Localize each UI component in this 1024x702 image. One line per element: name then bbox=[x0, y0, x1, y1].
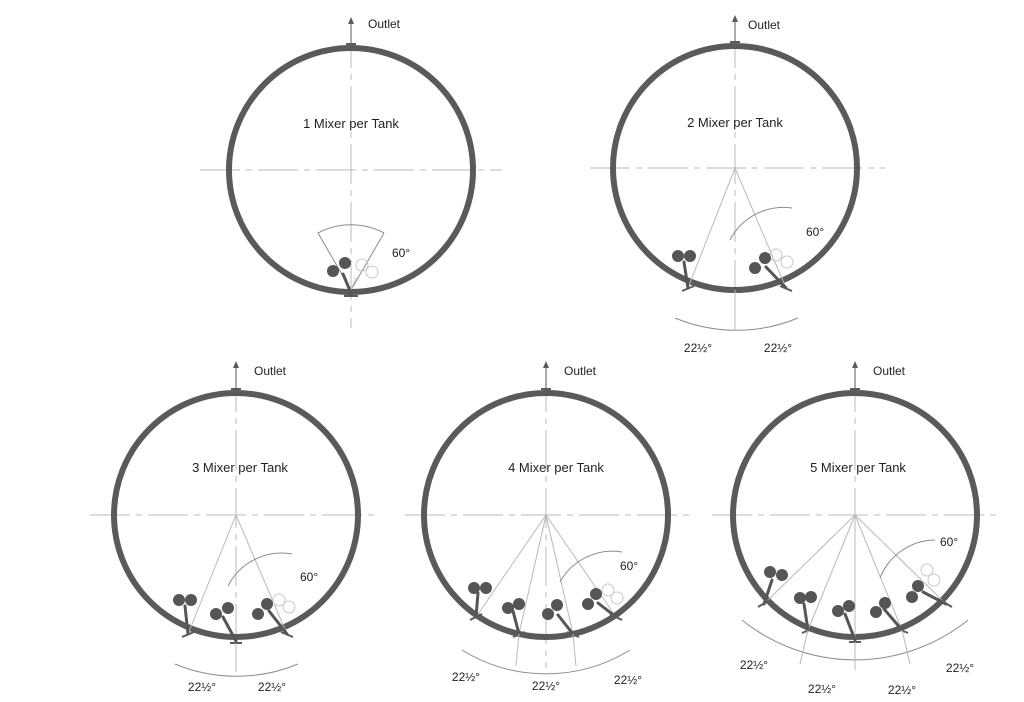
spacing-arc bbox=[674, 317, 799, 331]
mixer-icon bbox=[582, 588, 618, 619]
spacing-arc bbox=[461, 649, 631, 675]
spacing-angle-label: 22½° bbox=[532, 679, 560, 693]
swing-angle-label: 60° bbox=[940, 535, 958, 549]
tank-5-mixers: Outlet 5 Mixer per Tank 60° bbox=[712, 361, 1000, 697]
mixer-icon bbox=[832, 600, 857, 642]
mixer-icon bbox=[252, 598, 289, 636]
tank-wall bbox=[421, 390, 671, 640]
tank-title: 1 Mixer per Tank bbox=[303, 116, 399, 131]
outlet-marker bbox=[541, 361, 551, 390]
mixer-icon bbox=[327, 257, 353, 295]
outlet-marker bbox=[231, 361, 241, 390]
swing-angle-arc bbox=[317, 224, 385, 234]
mixer-icon bbox=[468, 582, 492, 619]
swing-angle-arc bbox=[729, 206, 793, 241]
swing-angle-label: 60° bbox=[300, 570, 318, 584]
tank-title: 2 Mixer per Tank bbox=[687, 115, 783, 130]
swing-angle-arc bbox=[879, 539, 936, 579]
tank-title: 5 Mixer per Tank bbox=[810, 460, 906, 475]
spacing-arc bbox=[174, 663, 299, 677]
outlet-label: Outlet bbox=[368, 17, 401, 31]
mixer-icon bbox=[502, 598, 525, 636]
tank-4-mixers: Outlet 4 Mixer per Tank 60° bbox=[405, 361, 690, 693]
tank-3-mixers: Outlet 3 Mixer per Tank 60° bbox=[90, 361, 377, 694]
spacing-angle-label: 22½° bbox=[946, 661, 974, 675]
tank-2-mixers: Outlet 2 Mixer per Tank 60° bbox=[590, 15, 885, 355]
outlet-label: Outlet bbox=[748, 18, 781, 32]
spacing-angle-label: 22½° bbox=[764, 341, 792, 355]
spacing-angle-label: 22½° bbox=[684, 341, 712, 355]
spacing-angle-label: 22½° bbox=[740, 658, 768, 672]
tank-1-mixer: Outlet 1 Mixer per Tank 60° bbox=[200, 17, 502, 328]
spacing-angle-label: 22½° bbox=[258, 680, 286, 694]
outlet-label: Outlet bbox=[564, 364, 597, 378]
outlet-marker bbox=[730, 15, 740, 43]
mixer-icon bbox=[210, 602, 238, 643]
spacing-angle-label: 22½° bbox=[888, 683, 916, 697]
mixer-ghost-icon bbox=[272, 593, 296, 614]
spacing-angle-label: 22½° bbox=[452, 670, 480, 684]
swing-angle-label: 60° bbox=[620, 559, 638, 573]
spacing-angle-label: 22½° bbox=[808, 682, 836, 696]
mixer-icon bbox=[672, 250, 696, 290]
mixer-ghost-icon bbox=[920, 563, 941, 587]
outlet-label: Outlet bbox=[254, 364, 287, 378]
swing-angle-label: 60° bbox=[806, 225, 824, 239]
spacing-angle-label: 22½° bbox=[188, 680, 216, 694]
swing-angle-label: 60° bbox=[392, 246, 410, 260]
tank-title: 3 Mixer per Tank bbox=[192, 460, 288, 475]
outlet-marker bbox=[346, 17, 356, 45]
mixer-icon bbox=[749, 252, 788, 290]
outlet-marker bbox=[850, 361, 860, 390]
tank-wall bbox=[111, 390, 361, 640]
mixer-ghost-icon bbox=[350, 258, 379, 291]
mixer-icon bbox=[794, 591, 817, 632]
spacing-angle-label: 22½° bbox=[614, 673, 642, 687]
mixer-icon bbox=[173, 594, 197, 636]
mixer-icon bbox=[870, 597, 904, 632]
swing-angle-arc bbox=[559, 550, 623, 583]
tank-title: 4 Mixer per Tank bbox=[508, 460, 604, 475]
swing-angle-arc bbox=[227, 552, 293, 587]
outlet-label: Outlet bbox=[873, 364, 906, 378]
mixer-icon bbox=[542, 599, 575, 636]
mixer-icon bbox=[762, 566, 788, 606]
mixer-ghost-icon bbox=[601, 583, 624, 605]
